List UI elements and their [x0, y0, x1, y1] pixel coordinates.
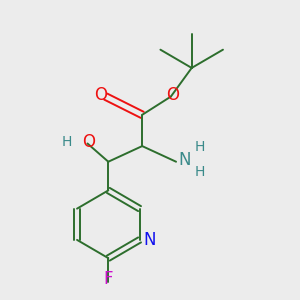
Text: O: O [94, 86, 107, 104]
Text: H: H [61, 135, 72, 149]
Text: F: F [103, 270, 113, 288]
Text: O: O [166, 86, 178, 104]
Text: O: O [82, 133, 95, 151]
Text: H: H [194, 165, 205, 179]
Text: N: N [143, 231, 156, 249]
Text: N: N [179, 152, 191, 169]
Text: H: H [194, 140, 205, 154]
